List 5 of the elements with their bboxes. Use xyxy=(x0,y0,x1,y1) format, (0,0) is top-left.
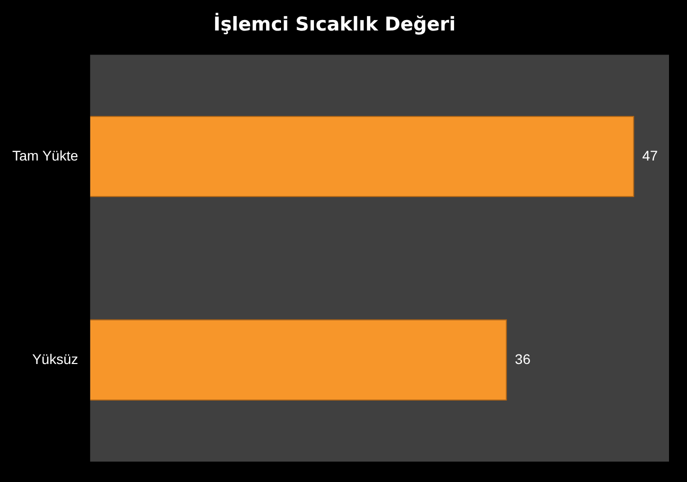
y-tick-label: Tam Yükte xyxy=(12,147,78,164)
data-label: 47 xyxy=(642,147,658,164)
chart-title: İşlemci Sıcaklık Değeri xyxy=(213,12,456,36)
data-label: 36 xyxy=(514,350,531,367)
y-tick-label: Yüksüz xyxy=(32,350,78,367)
